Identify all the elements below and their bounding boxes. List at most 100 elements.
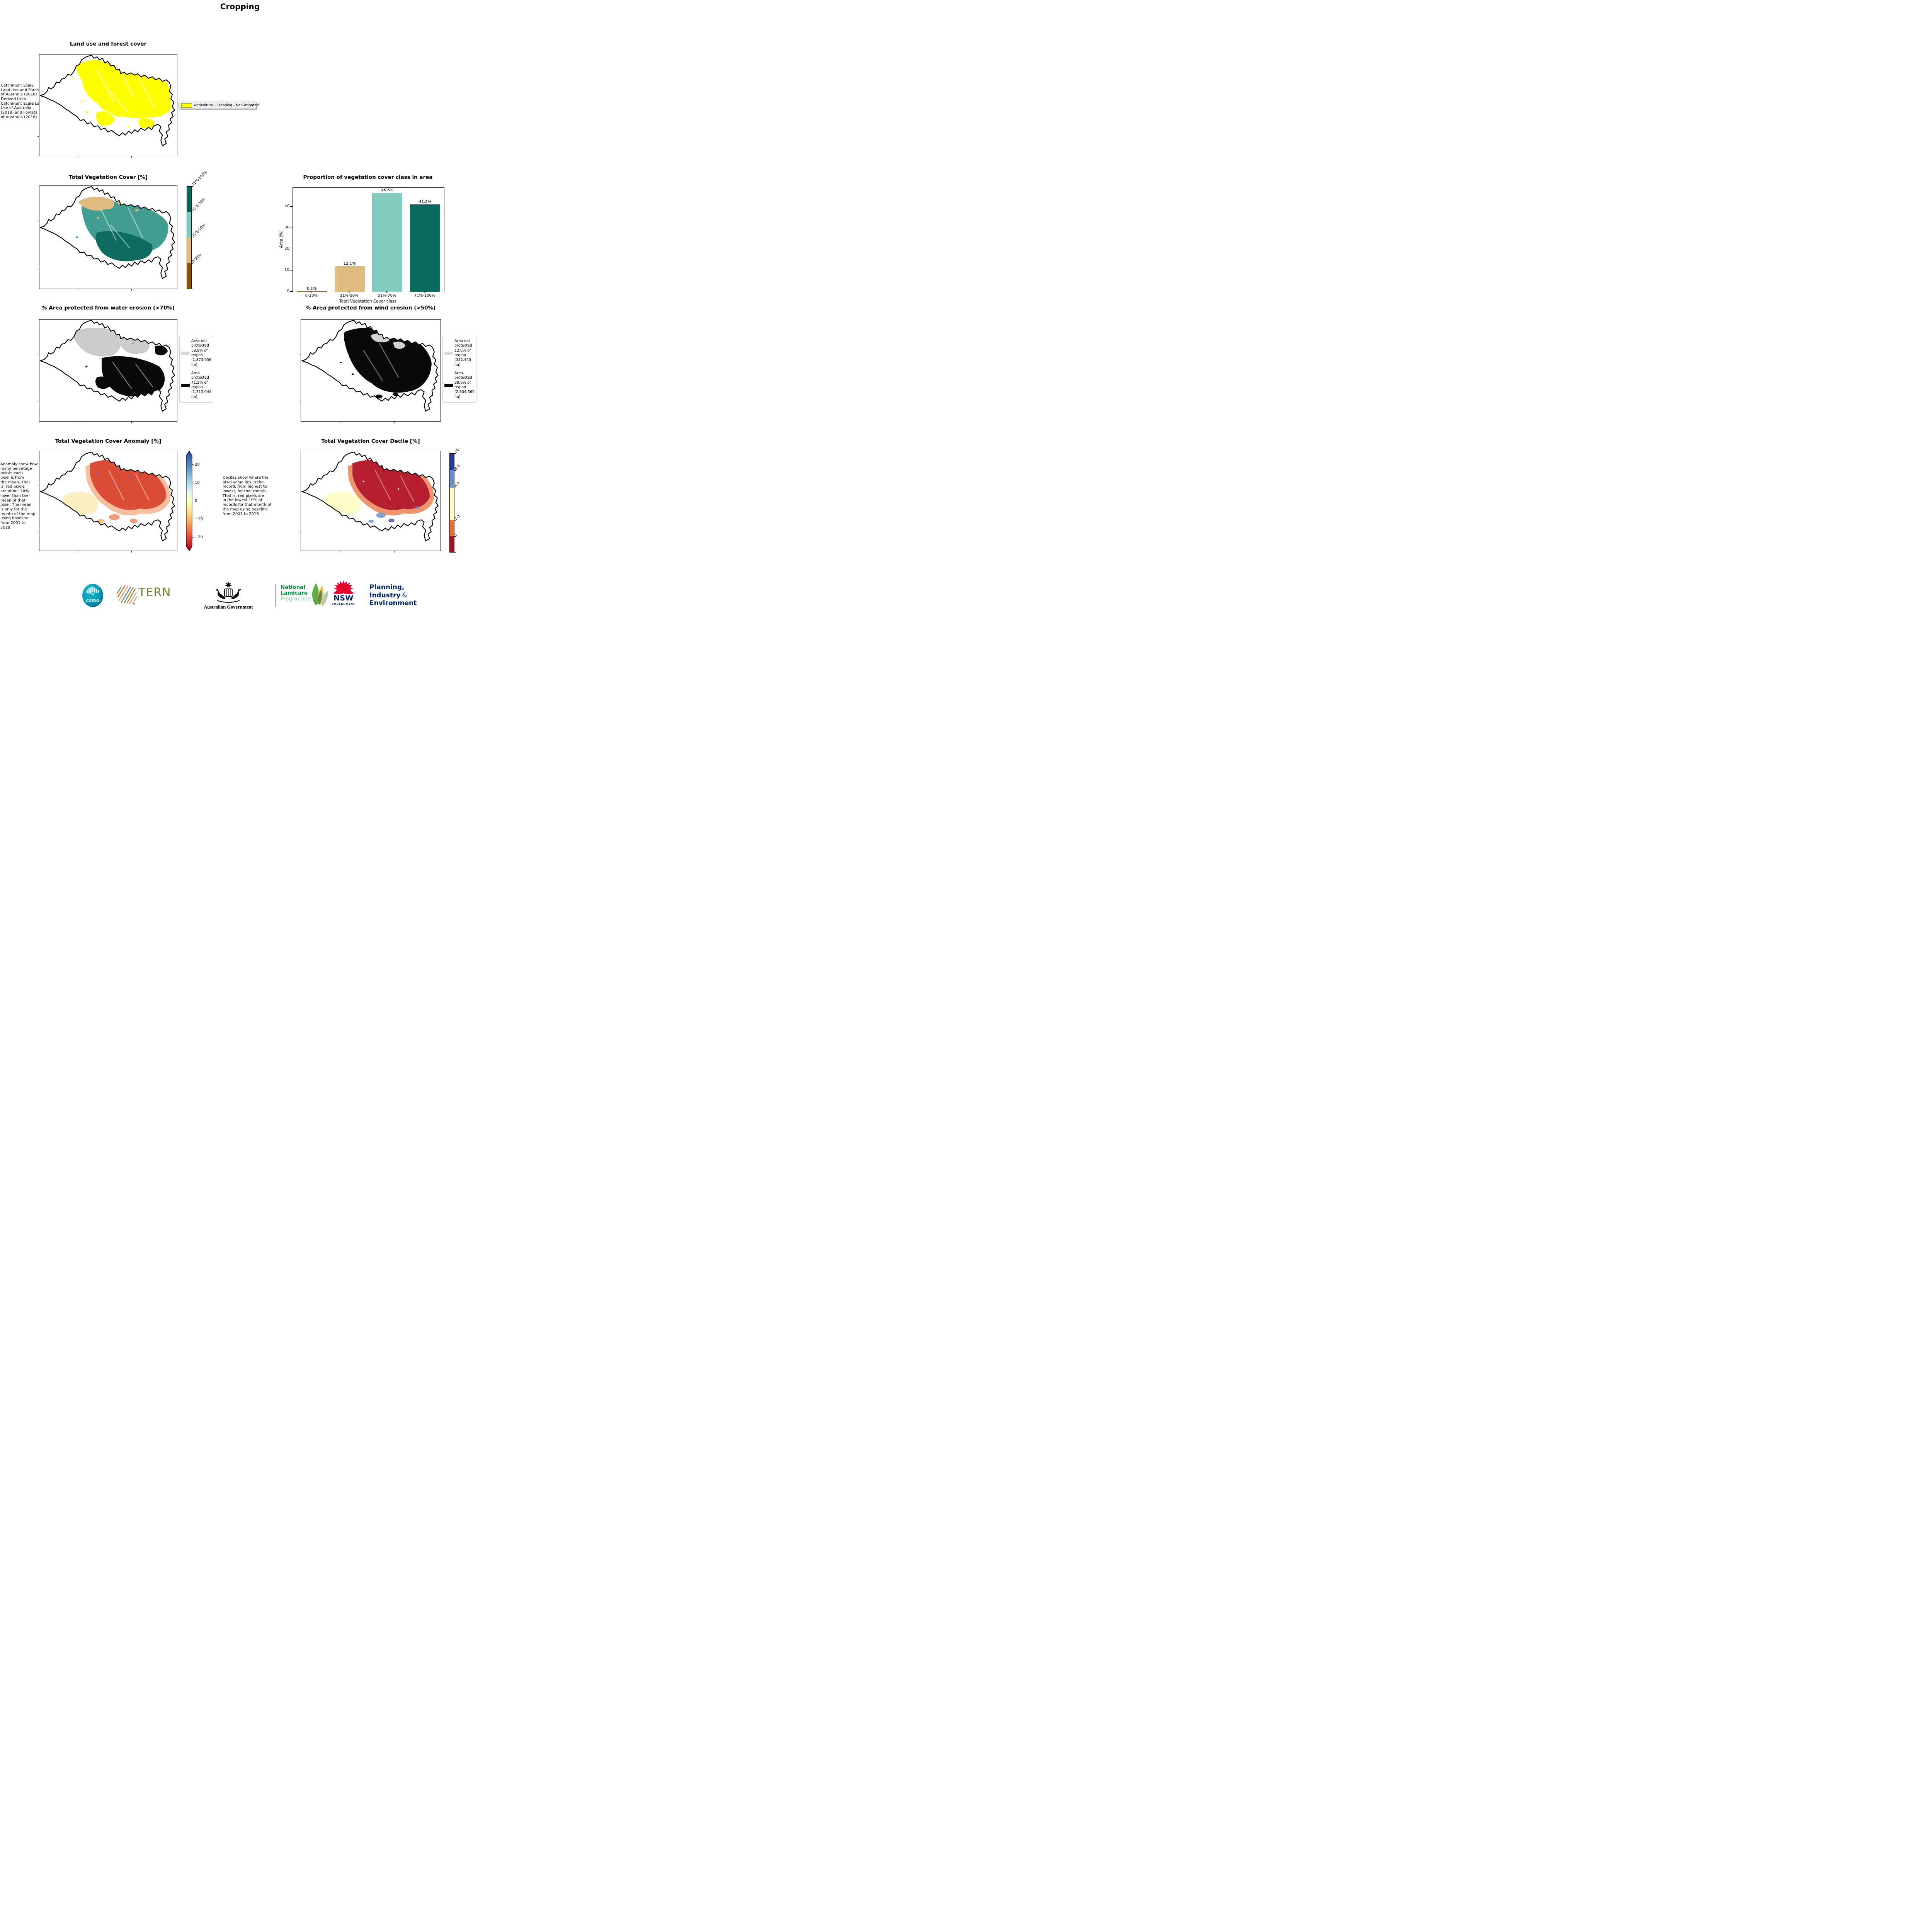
pie-line-1: Planning, <box>369 583 405 591</box>
chart-ytick: 30 <box>284 225 289 230</box>
tern-label: TERN <box>138 586 171 599</box>
land-use-title: Land use and forest cover <box>70 41 147 47</box>
decile-title: Total Vegetation Cover Decile [%] <box>321 438 420 444</box>
legend-item: Area not protected 12.0% of region (382,… <box>444 339 475 367</box>
decile-colorbar: 10 8-9 4-7 2-3 1 <box>449 448 461 553</box>
chart-title: Proportion of vegetation cover class in … <box>303 174 433 180</box>
chart-xtick: 0-30% <box>305 294 318 298</box>
water-erosion-legend: Area not protected 58.8% of region (1,87… <box>179 336 213 403</box>
cropping-swatch <box>181 103 192 108</box>
tvc-map <box>37 185 177 291</box>
bar-51-70: 46.6% <box>372 188 403 292</box>
tvc-title: Total Vegetation Cover [%] <box>69 174 148 180</box>
planning-industry-environment-label: Planning, Industry & Environment <box>369 583 417 607</box>
bar-value-0: 0.1% <box>307 287 317 291</box>
tvc-cb-label-0: 71%-100% <box>191 170 208 187</box>
chart-xtick: 51%-70% <box>378 294 396 298</box>
decile-seg-2-3 <box>450 520 454 536</box>
tvc-colorbar-bar <box>187 186 192 289</box>
decile-seg-4-7 <box>450 487 454 520</box>
landcare-leaves-icon <box>312 583 328 606</box>
bar-0-30: 0.1% <box>296 287 327 292</box>
decile-map <box>299 451 441 553</box>
decile-side-note: Deciles show where the pixel value lies … <box>223 476 272 516</box>
tvc-seg-71-100 <box>187 187 191 212</box>
decile-seg-8-9 <box>450 470 454 488</box>
legend-item: Area not protected 58.8% of region (1,87… <box>181 339 211 367</box>
wind-erosion-map-canvas <box>299 320 439 423</box>
tvc-seg-31-50 <box>187 238 191 263</box>
wind-erosion-map <box>299 319 441 423</box>
landcare-line-3: Programme <box>281 596 311 602</box>
protected-label: Area protected 41.2% of region (1,313,04… <box>191 371 212 399</box>
bar-31-50: 12.1% <box>334 262 365 292</box>
anomaly-tick-m20: −20 <box>195 535 203 539</box>
csiro-label: CSIRO <box>86 599 100 603</box>
chart-ytick: 20 <box>284 247 289 251</box>
decile-seg-10 <box>450 454 454 471</box>
pie-line-3: Environment <box>369 599 417 607</box>
decile-seg-1 <box>450 536 454 552</box>
anomaly-side-note: Anomaly show how many percetage points e… <box>0 462 38 530</box>
australian-government-label: Australian Government <box>204 604 253 610</box>
chart-ytick: 0 <box>287 289 289 293</box>
australian-government-crest <box>216 582 241 603</box>
nsw-government-label: GOVERNMENT <box>332 603 356 605</box>
tvc-cb-label-2: 31%-50% <box>191 223 207 238</box>
chart-ytick: 10 <box>284 268 289 272</box>
chart-xaxis: 0-30% 31%-50% 51%-70% 71%-100% <box>293 291 444 298</box>
chart-ytick: 40 <box>284 204 289 209</box>
page-title: Cropping <box>220 2 260 11</box>
protected-swatch <box>444 384 453 387</box>
anomaly-tick-0: 0 <box>195 498 197 503</box>
chart-xlabel: Total Vegetation Cover class <box>339 299 396 304</box>
not-protected-label: Area not protected 58.8% of region (1,87… <box>191 339 212 367</box>
bar-value-1: 12.1% <box>343 261 356 266</box>
not-protected-swatch <box>444 352 453 355</box>
legend-item: Area protected 88.0% of region (2,804,56… <box>444 371 475 400</box>
bar-value-2: 46.6% <box>381 188 394 193</box>
tvc-map-canvas <box>37 186 175 291</box>
chart-plot: 0.1% 12.1% 46.6% 41.2% <box>293 187 444 292</box>
land-use-map <box>37 54 177 158</box>
not-protected-label: Area not protected 12.0% of region (382,… <box>454 339 472 367</box>
nsw-waratah-icon <box>333 580 354 594</box>
land-use-map-canvas <box>37 54 175 158</box>
anomaly-colorbar: 20 10 0 −10 −20 <box>186 451 203 551</box>
anomaly-tick-20: 20 <box>195 462 200 467</box>
chart-ylabel: Area (%) <box>279 230 284 248</box>
landcare-line-1: National <box>281 584 306 590</box>
protected-swatch <box>181 384 190 387</box>
anomaly-tick-m10: −10 <box>195 517 203 521</box>
chart-xtick: 71%-100% <box>414 294 436 298</box>
csiro-logo: CSIRO <box>82 584 103 607</box>
water-erosion-map-canvas <box>37 320 175 423</box>
wind-erosion-legend: Area not protected 12.0% of region (382,… <box>442 336 476 403</box>
water-erosion-map <box>37 319 177 423</box>
protected-label: Area protected 88.0% of region (2,804,56… <box>454 371 475 399</box>
tvc-cb-label-3: 0-30% <box>191 252 202 264</box>
anomaly-title: Total Vegetation Cover Anomaly [%] <box>55 438 162 444</box>
pie-line-2: Industry & <box>369 591 407 599</box>
nsw-label: NSW <box>333 594 354 602</box>
decile-map-canvas <box>299 451 439 553</box>
anomaly-map-canvas <box>37 451 175 553</box>
not-protected-swatch <box>181 352 190 355</box>
decile-colorbar-bar <box>449 453 454 553</box>
bar-value-3: 41.2% <box>419 199 431 204</box>
anomaly-map <box>37 451 177 553</box>
chart-xtick: 31%-50% <box>340 294 359 298</box>
tvc-seg-51-70 <box>187 212 191 238</box>
tvc-colorbar: 71%-100% 51%-70% 31%-50% 0-30% <box>187 170 208 289</box>
anomaly-tick-10: 10 <box>195 480 200 485</box>
national-landcare-label: National Landcare Programme <box>281 585 311 602</box>
anomaly-colorbar-bar <box>186 451 194 551</box>
water-erosion-title: % Area protected from water erosion (>70… <box>42 305 175 311</box>
legend-item: Area protected 41.2% of region (1,313,04… <box>181 371 211 400</box>
land-use-legend: Agriculture - Cropping - Non-irrigated <box>179 102 259 109</box>
landcare-line-2: Landcare <box>281 590 308 596</box>
report-page: Cropping Land use and forest cover Catch… <box>0 0 480 617</box>
bar-71-100: 41.2% <box>410 200 441 292</box>
cropping-legend-label: Agriculture - Cropping - Non-irrigated <box>194 103 259 107</box>
tern-australia-icon <box>116 585 137 605</box>
